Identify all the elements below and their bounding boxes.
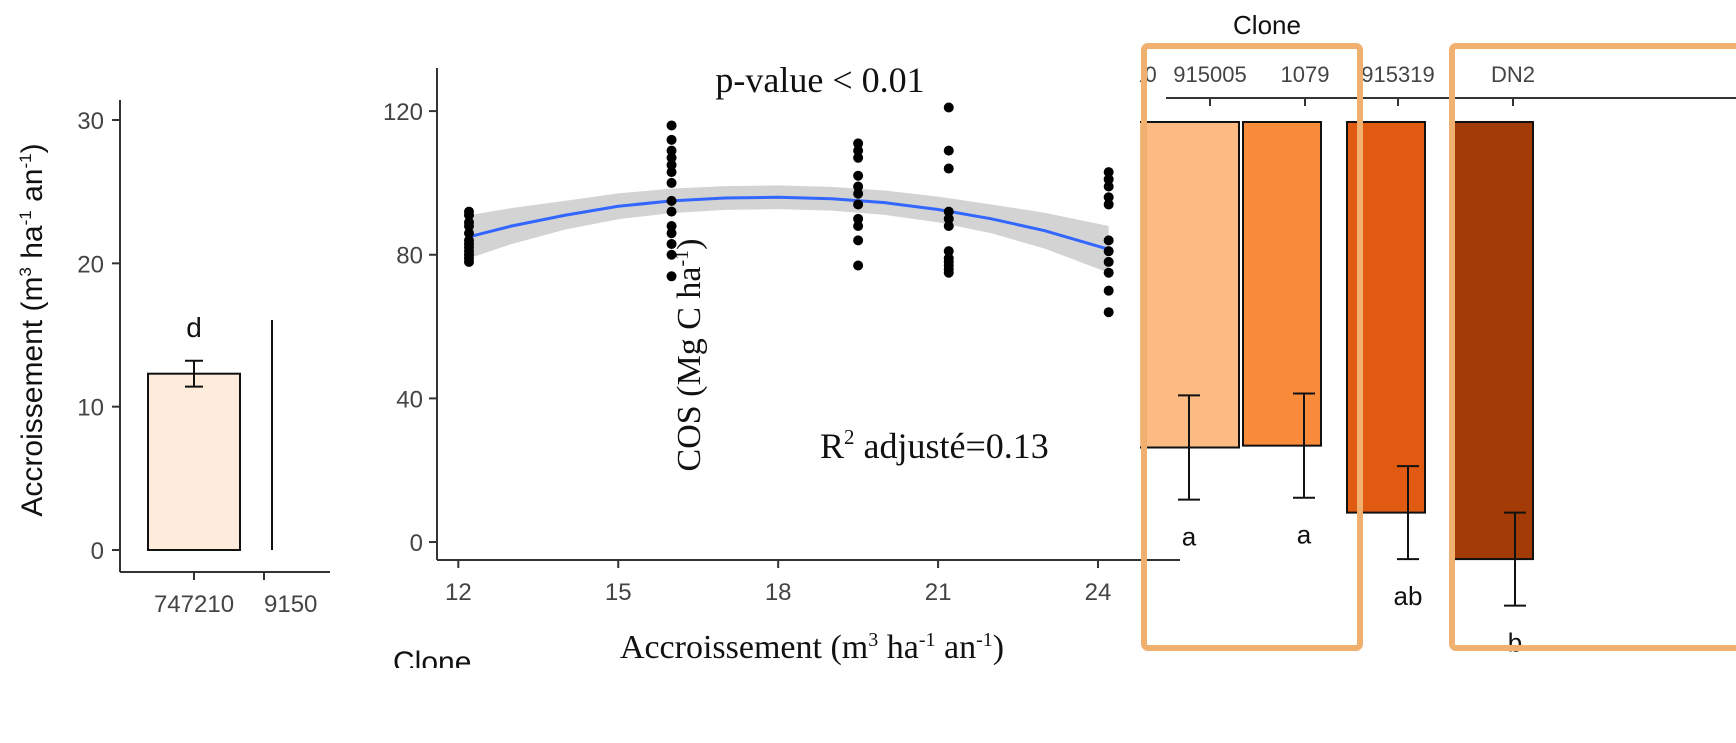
- scatter-point: [943, 246, 954, 257]
- left-y-tick-label: 30: [77, 108, 104, 135]
- scatter-y-tick-label: 40: [396, 386, 423, 413]
- right-bar-letter: ab: [1394, 581, 1423, 611]
- scatter-point: [1103, 307, 1114, 318]
- scatter-point: [943, 163, 954, 174]
- scatter-point: [666, 145, 677, 156]
- right-bar-letter: b: [1508, 628, 1522, 658]
- right-bar: [1452, 121, 1534, 561]
- scatter-point: [943, 267, 954, 278]
- scatter-point: [1103, 235, 1114, 246]
- scatter-point: [1103, 167, 1114, 178]
- scatter-point: [1103, 246, 1114, 257]
- left-y-axis-label: Accroissement (m3 ha-1 an-1): [16, 143, 49, 516]
- scatter-point: [666, 152, 677, 163]
- scatter-point: [666, 134, 677, 145]
- scatter-point: [853, 145, 864, 156]
- right-bar-letter: a: [1297, 520, 1312, 550]
- scatter-point: [666, 120, 677, 131]
- scatter-point: [853, 235, 864, 246]
- left-y-tick-label: 20: [77, 251, 104, 278]
- scatter-point: [943, 206, 954, 217]
- scatter-point: [463, 210, 474, 221]
- scatter-x-tick-label: 15: [605, 579, 632, 606]
- left-bar-chart: Accroissement (m3 ha-1 an-1) 0 10 20 30 d 7…: [16, 100, 340, 618]
- scatter-point: [853, 152, 864, 163]
- pvalue-annotation: p-value < 0.01: [715, 60, 924, 100]
- scatter-y-tick-label: 120: [383, 99, 423, 126]
- scatter-point: [463, 221, 474, 232]
- scatter-point: [853, 199, 864, 210]
- scatter-point: [666, 206, 677, 217]
- scatter-point: [1103, 256, 1114, 267]
- scatter-y-tick-label: 80: [396, 243, 423, 270]
- right-bar-letter: a: [1182, 522, 1197, 552]
- right-top-tick-label: 915005: [1173, 62, 1246, 87]
- scatter-point: [853, 260, 864, 271]
- scatter-x-tick-label: 24: [1085, 579, 1112, 606]
- right-top-tick-label: 1079: [1281, 62, 1330, 87]
- scatter-point: [666, 167, 677, 178]
- highlight-box-2: [1449, 43, 1736, 651]
- scatter-point: [666, 221, 677, 232]
- scatter-point: [943, 102, 954, 113]
- r2-annotation: R2 adjusté=0.13: [820, 425, 1049, 466]
- scatter-point: [1103, 285, 1114, 296]
- scatter-point: [1103, 267, 1114, 278]
- left-bar-letter: d: [186, 312, 202, 343]
- scatter-point: [666, 228, 677, 239]
- fit-line: [468, 195, 1110, 251]
- scatter-point: [1103, 192, 1114, 203]
- scatter-panel: COS (Mg C ha-1) 0 40 80 120 12 15 18 21 24 p-va…: [330, 0, 1180, 738]
- right-bar: [1138, 121, 1240, 449]
- scatter-point: [1103, 181, 1114, 192]
- scatter-x-axis-label: Accroissement (m3 ha-1 an-1): [620, 629, 1004, 666]
- scatter-point: [853, 221, 864, 232]
- left-y-tick-label: 0: [91, 538, 104, 565]
- scatter-y-axis-label: COS (Mg C ha-1): [671, 239, 708, 472]
- scatter-point: [943, 145, 954, 156]
- highlight-box-1: [1141, 43, 1363, 651]
- scatter-point: [666, 271, 677, 282]
- scatter-x-tick-label: 18: [765, 579, 792, 606]
- left-x-tick-label: 9150: [264, 591, 317, 618]
- scatter-point: [853, 188, 864, 199]
- left-bar-panel: Accroissement (m3 ha-1 an-1) 0 10 20 30 d 7…: [0, 0, 340, 738]
- scatter-point: [853, 170, 864, 181]
- scatter-point: [666, 249, 677, 260]
- scatter-point: [943, 221, 954, 232]
- scatter-point: [463, 228, 474, 239]
- scatter-x-tick-label: 21: [925, 579, 952, 606]
- scatter-point: [666, 159, 677, 170]
- scatter-point: [1103, 199, 1114, 210]
- left-bar: [147, 372, 241, 552]
- scatter-point: [666, 195, 677, 206]
- scatter-y-tick-label: 0: [410, 530, 423, 557]
- right-bar: [1242, 121, 1322, 447]
- scatter-point: [666, 238, 677, 249]
- left-x-axis-label-text: Clone: [393, 648, 472, 668]
- scatter-point: [666, 177, 677, 188]
- scatter-point: [943, 213, 954, 224]
- scatter-point: [853, 138, 864, 149]
- scatter-x-tick-label: 12: [445, 579, 472, 606]
- scatter-point: [463, 256, 474, 267]
- scatter-point: [1103, 174, 1114, 185]
- scatter-point: [853, 181, 864, 192]
- left-x-tick-label: 747210: [154, 591, 234, 618]
- right-title: Clone: [1233, 10, 1301, 40]
- right-top-tick-label: 915319: [1361, 62, 1434, 87]
- scatter-point: [853, 213, 864, 224]
- scatter-chart: COS (Mg C ha-1) 0 40 80 120 12 15 18 21 24 p-va…: [383, 60, 1180, 666]
- right-top-tick-label: DN2: [1491, 62, 1535, 87]
- left-y-tick-label: 10: [77, 395, 104, 422]
